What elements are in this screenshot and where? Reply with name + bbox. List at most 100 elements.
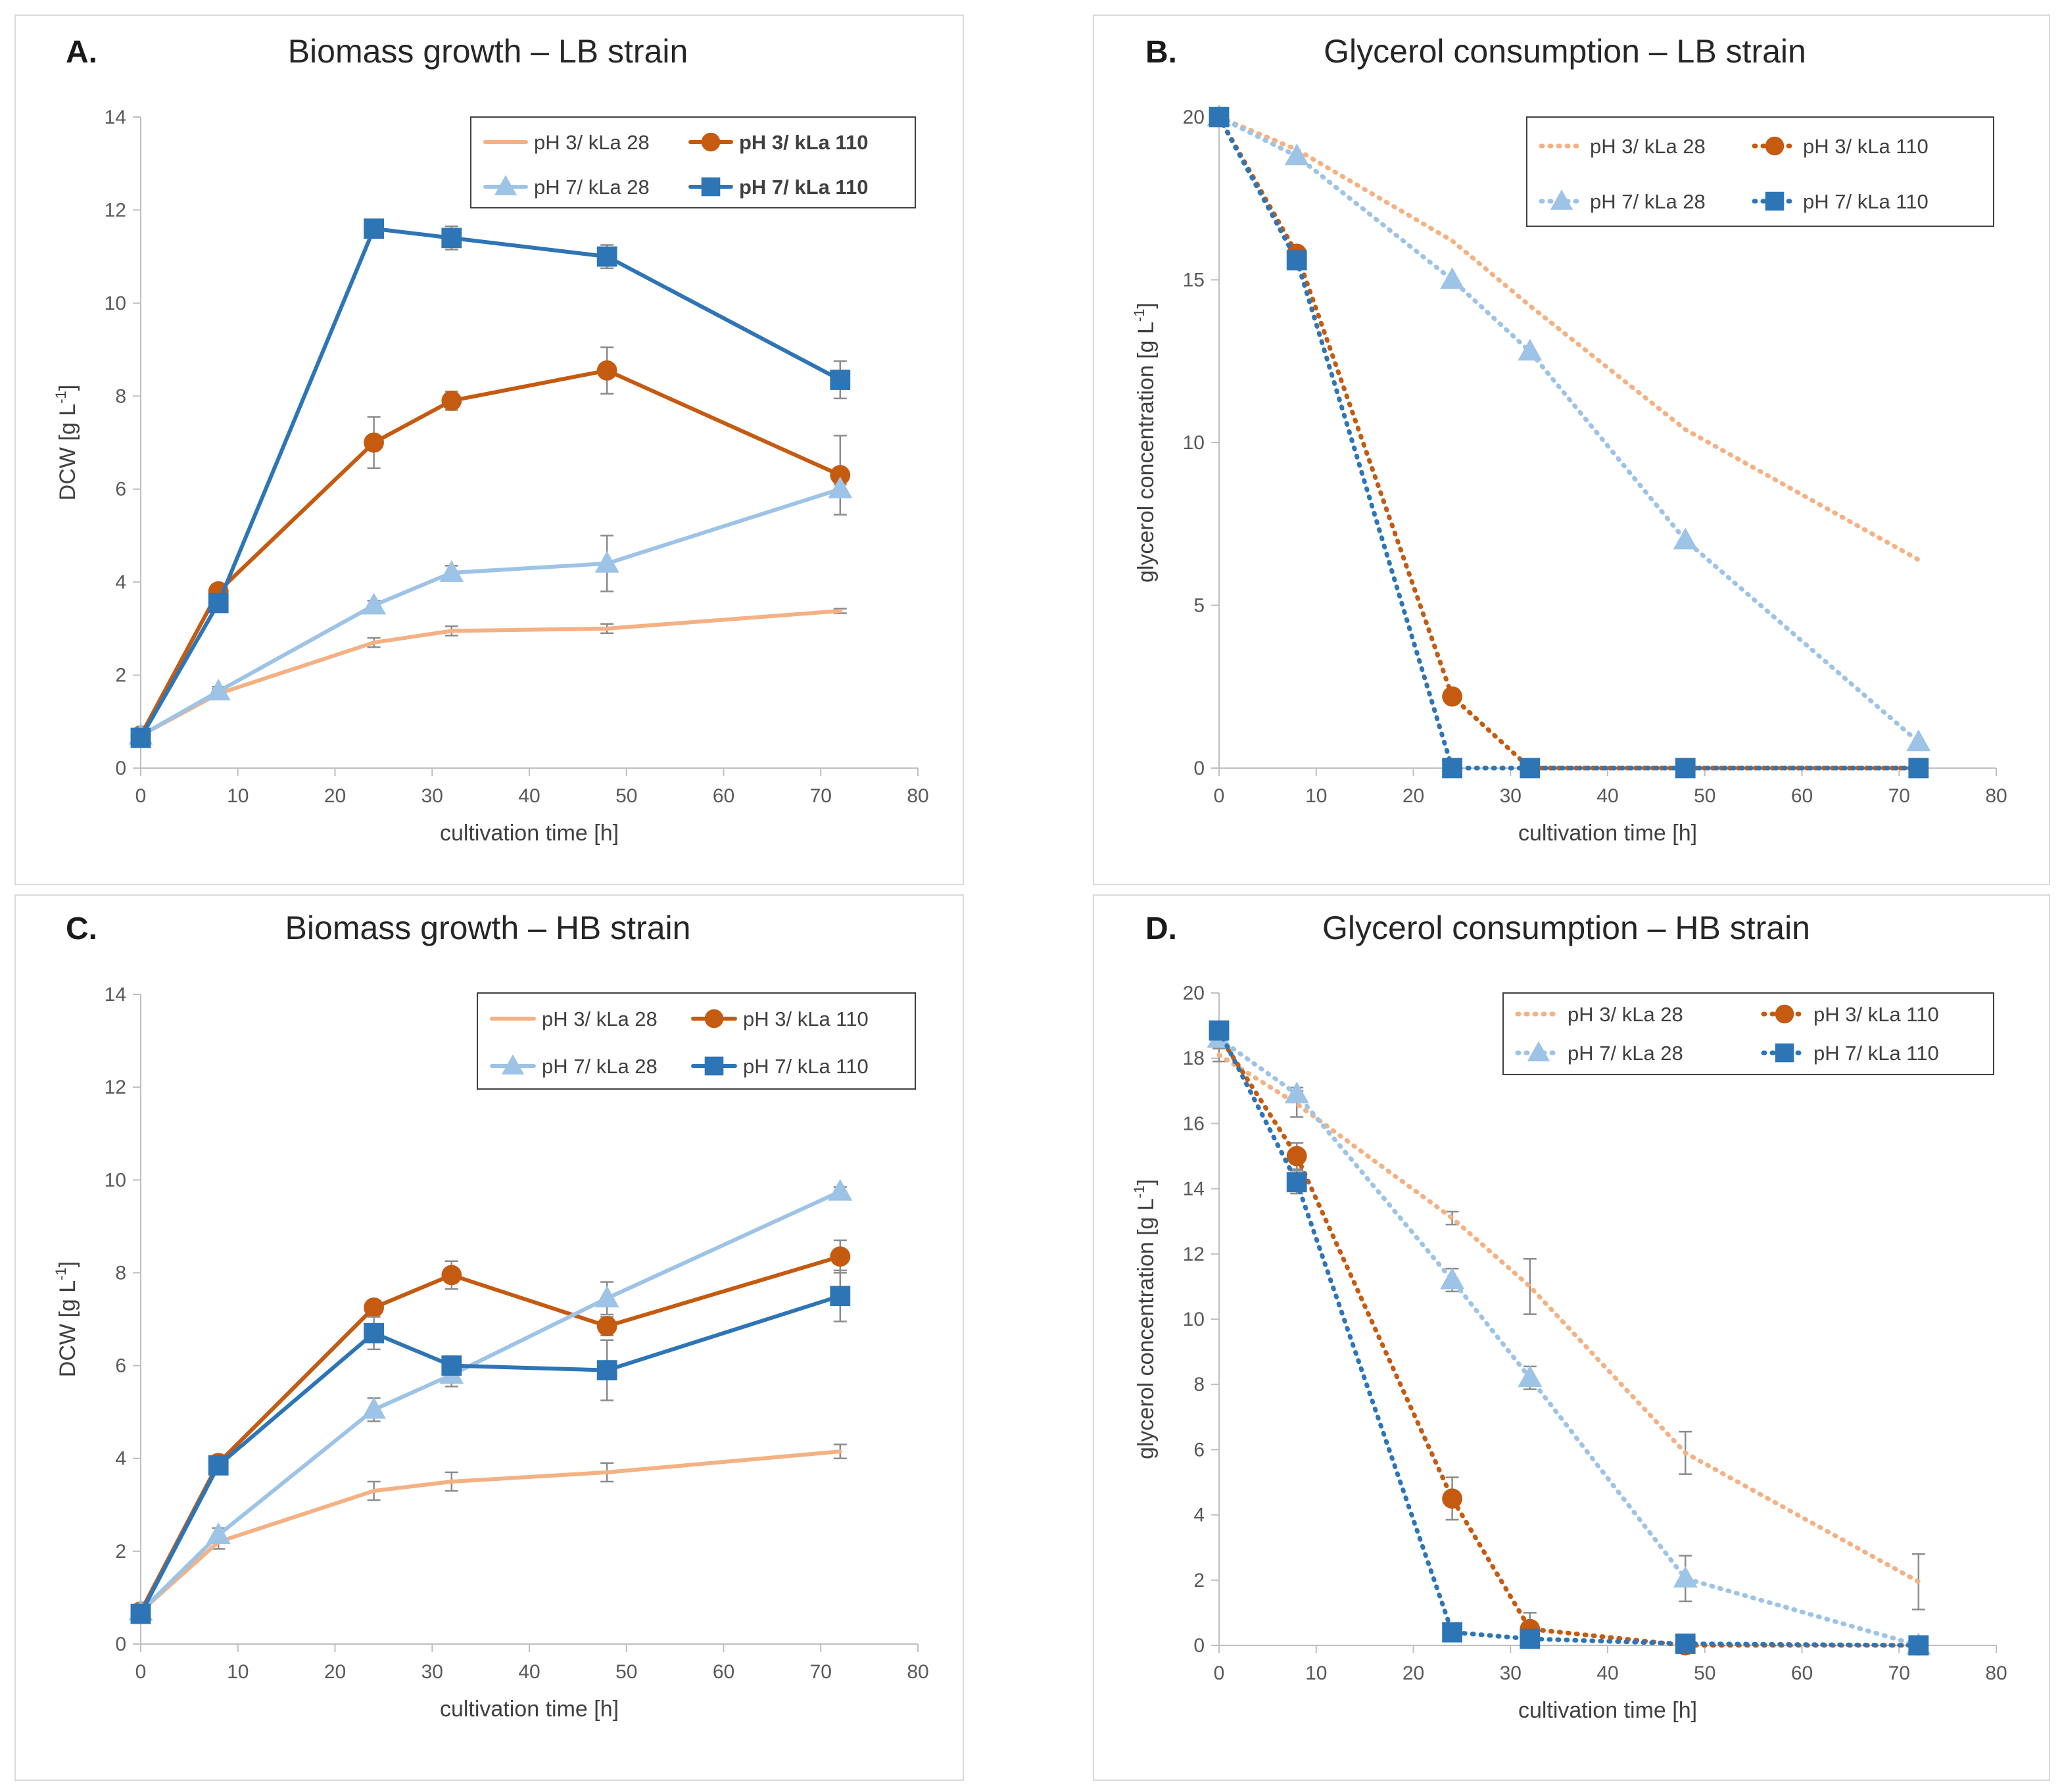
series-2 <box>128 1178 853 1621</box>
x-tick-label: 70 <box>1888 785 1910 807</box>
legend-label: pH 7/ kLa 28 <box>1568 1042 1683 1065</box>
square-marker <box>830 1286 851 1307</box>
x-tick-label: 50 <box>615 1661 637 1683</box>
series-3 <box>130 1269 851 1624</box>
series-line <box>139 368 842 738</box>
y-axis-label-text: DCW [g L <box>55 404 80 500</box>
square-marker <box>830 370 851 390</box>
y-tick-label: 6 <box>115 479 126 500</box>
series-line <box>1216 1032 1921 1648</box>
circle-marker <box>704 1009 724 1029</box>
x-axis-label: cultivation time [h] <box>440 821 619 846</box>
y-tick-label: 2 <box>115 1541 126 1562</box>
series-3 <box>130 218 851 748</box>
series-line <box>139 1449 842 1614</box>
series-line <box>1216 114 1921 771</box>
y-axis-label-superscript: -1 <box>53 391 69 404</box>
square-marker <box>1286 1172 1307 1193</box>
panel-label: D. <box>1145 911 1177 946</box>
x-tick-label: 30 <box>421 1661 443 1683</box>
y-axis-label-superscript: -1 <box>53 1267 69 1280</box>
triangle-marker <box>206 679 231 701</box>
x-tick-label: 30 <box>421 785 443 807</box>
triangle-marker <box>1906 729 1931 752</box>
x-tick-label: 60 <box>1791 1662 1813 1684</box>
x-tick-label: 80 <box>907 785 928 807</box>
x-tick-label: 30 <box>1500 1662 1522 1684</box>
legend-label: pH 3/ kLa 110 <box>739 131 868 154</box>
y-tick-label: 5 <box>1193 595 1205 617</box>
y-axis-label-superscript: -1 <box>1131 308 1147 322</box>
x-tick-label: 10 <box>227 785 249 807</box>
triangle-marker <box>494 175 517 195</box>
y-tick-label: 14 <box>1183 1178 1205 1200</box>
series-1 <box>130 1239 851 1622</box>
square-marker <box>1675 758 1696 779</box>
chart-b: B. Glycerol consumption – LB strain 0 5 10 15… <box>1131 33 2007 846</box>
x-tick-label: 70 <box>1888 1662 1910 1684</box>
circle-marker <box>441 1265 462 1286</box>
y-tick-label: 8 <box>115 1262 126 1284</box>
legend-label: pH 7/ kLa 110 <box>739 176 868 199</box>
y-tick-label: 0 <box>115 1634 126 1655</box>
y-tick-label: 20 <box>1183 107 1205 128</box>
y-axis-label-end: ] <box>1134 303 1159 308</box>
x-tick-label: 40 <box>1596 1662 1618 1684</box>
x-tick-label: 40 <box>518 1661 540 1683</box>
x-tick-label: 70 <box>810 1661 832 1683</box>
series-line <box>139 608 842 738</box>
legend-label: pH 7/ kLa 110 <box>743 1055 869 1078</box>
x-tick-label: 80 <box>1985 785 2007 807</box>
square-marker <box>1442 758 1462 779</box>
y-tick-label: 2 <box>1193 1570 1205 1591</box>
square-marker <box>1520 1628 1541 1649</box>
series-line <box>139 487 842 738</box>
square-marker <box>1520 758 1541 779</box>
y-tick-label: 2 <box>115 665 126 687</box>
series-0 <box>134 1443 847 1615</box>
series-line <box>139 1254 842 1614</box>
y-axis-label-end: ] <box>55 385 80 391</box>
triangle-marker <box>1518 1365 1543 1388</box>
legend-label: pH 3/ kLa 28 <box>534 131 650 154</box>
y-axis-label-text: glycerol concentration [g L <box>1134 322 1159 583</box>
chart-title: Glycerol consumption – HB strain <box>1322 909 1810 946</box>
circle-marker <box>830 465 851 485</box>
y-axis-label: DCW [g L-1] <box>53 385 80 500</box>
circle-marker <box>596 360 617 381</box>
x-tick-label: 0 <box>1214 1662 1225 1684</box>
triangle-marker <box>362 593 387 615</box>
x-tick-label: 20 <box>324 785 346 807</box>
x-tick-label: 80 <box>1985 1662 2007 1684</box>
triangle-marker <box>362 1397 387 1419</box>
legend-label: pH 7/ kLa 28 <box>534 176 650 199</box>
square-marker <box>130 727 151 748</box>
square-marker <box>208 593 229 614</box>
series-line <box>139 1294 842 1616</box>
triangle-marker <box>1518 339 1543 361</box>
y-tick-label: 4 <box>115 1448 126 1470</box>
x-tick-label: 0 <box>1214 785 1225 807</box>
y-axis-label: glycerol concentration [g L-1] <box>1131 1179 1159 1459</box>
legend-label: pH 3/ kLa 110 <box>1803 135 1929 158</box>
y-axis-label: glycerol concentration [g L-1] <box>1131 303 1159 583</box>
chart-c: C. Biomass growth – HB strain 0 2 4 6 8 10 12 14 0… <box>53 909 929 1722</box>
square-marker <box>364 1322 384 1344</box>
square-marker <box>1286 250 1307 271</box>
circle-marker <box>364 1297 384 1318</box>
legend-label: pH 7/ kLa 28 <box>542 1055 658 1078</box>
x-axis-label: cultivation time [h] <box>440 1697 619 1722</box>
x-tick-label: 20 <box>1403 785 1424 807</box>
legend-label: pH 3/ kLa 110 <box>1813 1003 1939 1026</box>
y-tick-label: 10 <box>1183 1309 1205 1330</box>
circle-marker <box>1775 1004 1794 1024</box>
x-tick-label: 30 <box>1500 785 1522 807</box>
chart-title: Biomass growth – LB strain <box>288 33 688 70</box>
x-tick-label: 60 <box>713 1661 734 1683</box>
triangle-marker <box>828 476 853 498</box>
x-tick-label: 10 <box>1305 785 1327 807</box>
series-3 <box>1209 1020 1929 1656</box>
legend-label: pH 7/ kLa 110 <box>1803 190 1929 213</box>
y-tick-label: 0 <box>1193 758 1205 779</box>
